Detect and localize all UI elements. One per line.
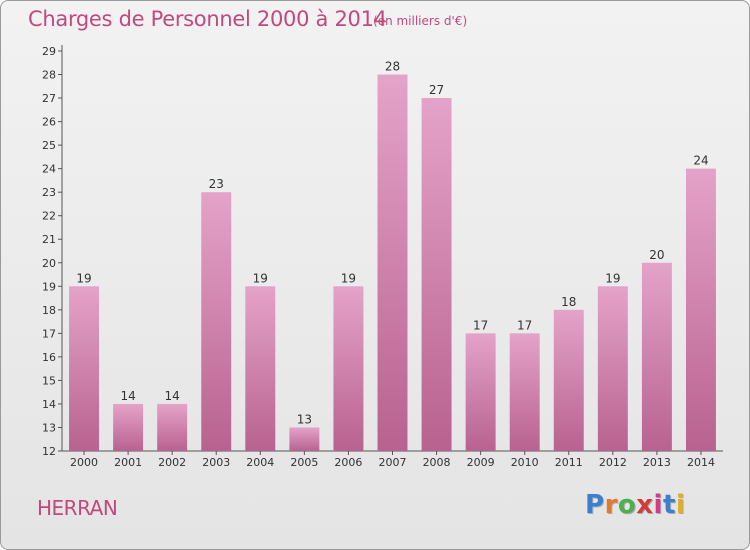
- bar: [113, 403, 144, 451]
- bar: [597, 286, 628, 451]
- y-tick-label: 15: [42, 374, 56, 387]
- y-tick-label: 25: [42, 139, 56, 152]
- bar-value-label: 27: [429, 83, 444, 97]
- bar: [157, 403, 188, 451]
- bar: [201, 192, 232, 452]
- y-tick-label: 12: [42, 445, 56, 458]
- bar: [465, 333, 496, 451]
- y-tick-label: 18: [42, 304, 56, 317]
- y-tick-label: 27: [42, 92, 56, 105]
- y-tick-label: 29: [42, 45, 56, 58]
- bar-value-label: 20: [649, 248, 664, 262]
- bar: [685, 168, 716, 451]
- logo-letter: P: [585, 490, 605, 520]
- y-tick-label: 13: [42, 421, 56, 434]
- y-tick-label: 24: [42, 163, 56, 176]
- x-tick-label: 2014: [687, 456, 715, 469]
- bar-value-label: 18: [561, 295, 576, 309]
- unit-note: (en milliers d'€): [373, 14, 468, 28]
- bar-value-label: 19: [341, 271, 356, 285]
- bar: [421, 98, 452, 451]
- bar: [69, 286, 100, 451]
- bar-value-label: 14: [165, 389, 180, 403]
- bar-value-label: 23: [209, 177, 224, 191]
- logo-letter: i: [653, 490, 663, 520]
- bar: [553, 309, 584, 451]
- bar-value-label: 17: [517, 318, 532, 332]
- y-tick-label: 16: [42, 351, 56, 364]
- y-tick-label: 28: [42, 69, 56, 82]
- x-tick-label: 2008: [423, 456, 451, 469]
- x-tick-label: 2013: [643, 456, 671, 469]
- logo-letter: i: [675, 490, 686, 520]
- y-tick-label: 17: [42, 327, 56, 340]
- bar-value-label: 14: [120, 389, 135, 403]
- bar-value-label: 19: [605, 271, 620, 285]
- y-tick-label: 20: [42, 257, 56, 270]
- logo-letter: r: [604, 490, 618, 520]
- axes: 12 13 14 15 16 17 18 19 20 21 22 23 24 25 26 27 28 29 2000…: [42, 45, 723, 469]
- bar-value-label: 19: [253, 271, 268, 285]
- y-tick-label: 22: [42, 210, 56, 223]
- x-tick-label: 2007: [379, 456, 407, 469]
- commune-name: HERRAN: [37, 496, 118, 520]
- x-tick-label: 2011: [555, 456, 583, 469]
- x-tick-label: 2009: [467, 456, 495, 469]
- y-tick-label: 26: [42, 116, 56, 129]
- x-tick-label: 2006: [334, 456, 362, 469]
- bar-value-label: 13: [297, 412, 312, 426]
- bar: [333, 286, 364, 451]
- x-tick-label: 2002: [158, 456, 186, 469]
- chart-title: Charges de Personnel 2000 à 2014: [28, 7, 387, 31]
- y-tick-label: 14: [42, 398, 56, 411]
- x-tick-label: 2010: [511, 456, 539, 469]
- x-tick-label: 2012: [599, 456, 627, 469]
- bar-value-label: 19: [76, 271, 91, 285]
- bar: [509, 333, 540, 451]
- x-tick-label: 2000: [70, 456, 98, 469]
- y-tick-label: 19: [42, 280, 56, 293]
- x-tick-label: 2005: [290, 456, 318, 469]
- bar-value-label: 17: [473, 318, 488, 332]
- logo-letter: o: [617, 490, 637, 520]
- x-tick-label: 2004: [246, 456, 274, 469]
- bar: [245, 286, 276, 451]
- y-tick-label: 23: [42, 186, 56, 199]
- y-tick-label: 21: [42, 233, 56, 246]
- logo-letter: x: [636, 490, 654, 520]
- bar: [641, 262, 672, 451]
- bars: 19 14 14 23 19 13 19 28 27 17 17 18 19 20 24: [69, 60, 716, 452]
- bar-value-label: 24: [693, 154, 708, 168]
- proxiti-logo[interactable]: Proxiti: [585, 490, 685, 520]
- x-tick-label: 2003: [202, 456, 230, 469]
- logo-letter: t: [662, 490, 676, 520]
- x-tick-label: 2001: [114, 456, 142, 469]
- bar: [289, 427, 320, 451]
- bar: [377, 74, 408, 451]
- bar-value-label: 28: [385, 60, 400, 74]
